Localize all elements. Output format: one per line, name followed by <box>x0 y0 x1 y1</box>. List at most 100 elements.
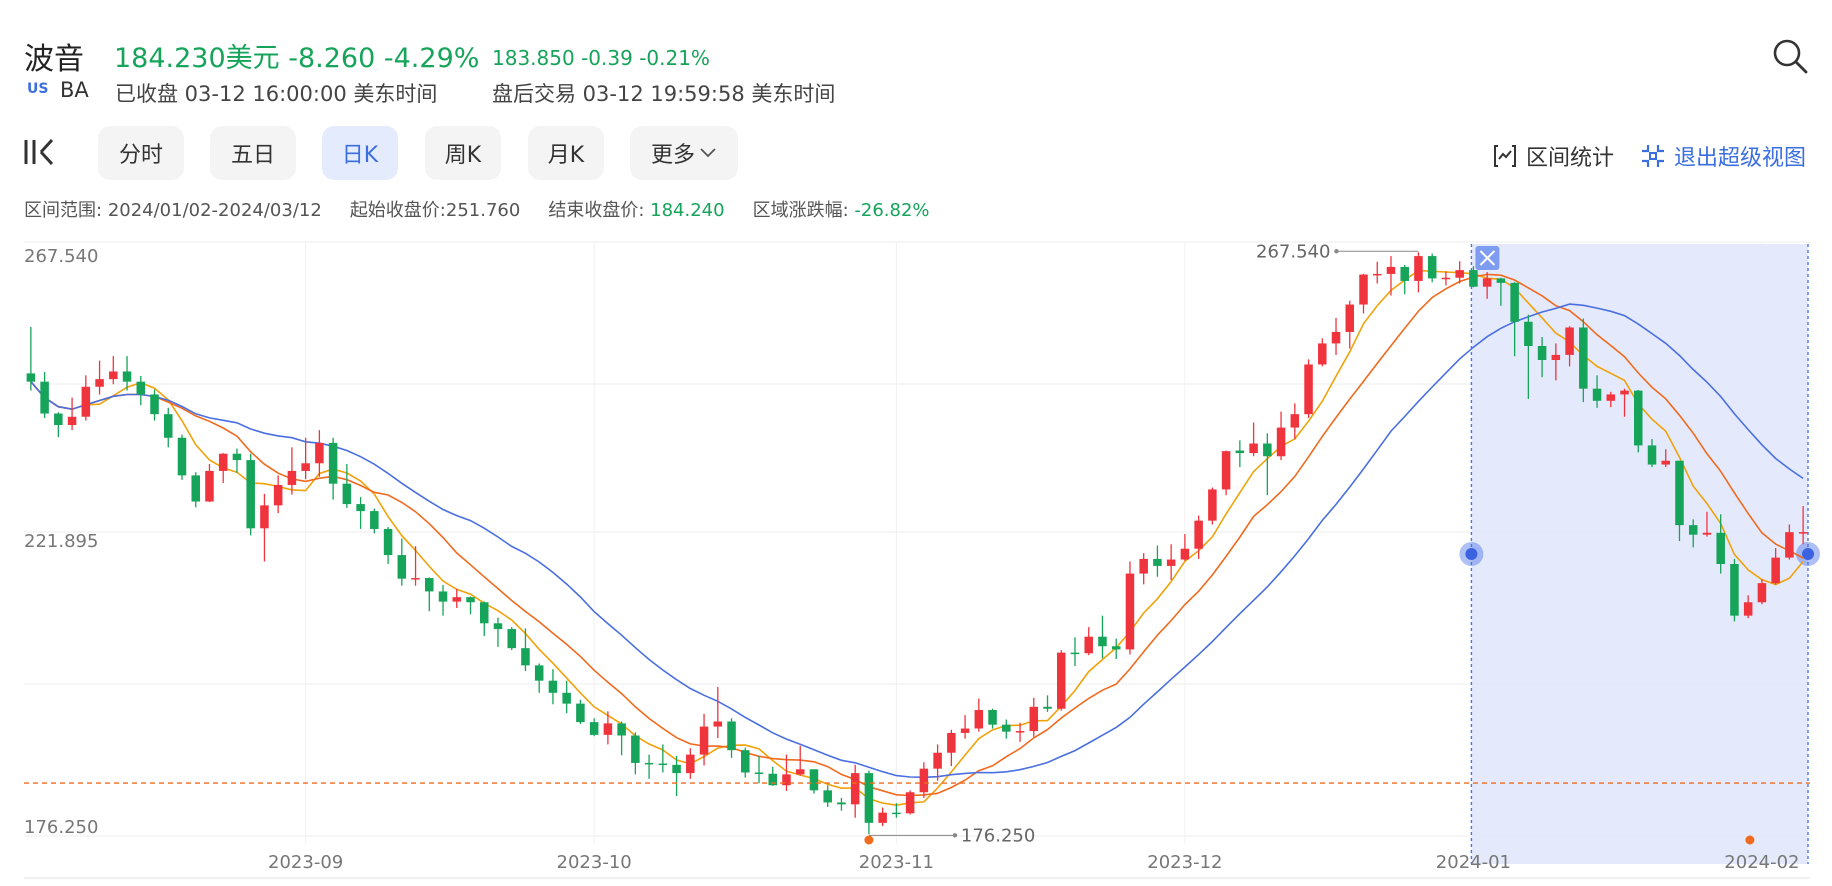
candle-body <box>1043 706 1052 709</box>
candle-body <box>1537 345 1547 360</box>
candle-body <box>1551 354 1561 360</box>
candle <box>1125 561 1135 655</box>
kline-style-toggle[interactable] <box>22 134 58 170</box>
candle <box>795 745 805 776</box>
candle <box>301 437 310 480</box>
x-tick-label: 2024-01 <box>1436 852 1511 873</box>
tab-daily-k[interactable]: 日K <box>322 126 398 180</box>
tab-monthly-k[interactable]: 月K <box>528 126 604 180</box>
candle <box>315 430 324 477</box>
candle <box>273 475 283 514</box>
candle-body <box>1359 274 1368 305</box>
candle-body <box>686 754 695 774</box>
candle-body <box>328 442 338 484</box>
candle-body <box>933 752 942 769</box>
candle <box>1386 256 1396 296</box>
y-axis: 267.540 221.895 176.250 <box>24 246 98 838</box>
candle <box>892 803 901 818</box>
range-selection[interactable] <box>1459 244 1820 864</box>
x-tick-label: 2023-09 <box>268 852 343 873</box>
candle-body <box>782 774 791 786</box>
high-leader-dot <box>1334 249 1339 254</box>
candle <box>1688 519 1698 548</box>
candle <box>1551 343 1561 381</box>
candle <box>1249 422 1258 457</box>
range-info-bar: 区间范围: 2024/01/02-2024/03/12 起始收盘价:251.76… <box>24 196 930 222</box>
candle <box>287 447 297 495</box>
candle <box>905 790 915 815</box>
candle <box>837 797 846 811</box>
selection-close-button[interactable] <box>1475 246 1500 270</box>
candle <box>1318 338 1327 367</box>
candle <box>1565 326 1574 367</box>
selection-handle-dot <box>1465 548 1478 560</box>
candle-body <box>795 769 805 775</box>
candle-body <box>232 453 242 461</box>
candle-body <box>617 723 626 736</box>
candle-body <box>1510 282 1519 322</box>
candle-body <box>425 578 434 592</box>
candle-body <box>974 710 984 729</box>
candle-body <box>1221 451 1231 490</box>
high-label: 267.540 <box>1256 241 1330 262</box>
candle <box>741 747 750 778</box>
moving-average-lines <box>30 269 1804 807</box>
candle-body <box>1070 652 1080 655</box>
candle <box>342 463 352 508</box>
ma20-line <box>30 303 1804 779</box>
candle-body <box>1331 331 1341 344</box>
candle-body <box>411 578 420 580</box>
tab-five-day[interactable]: 五日 <box>210 126 296 180</box>
candle-body <box>1647 445 1657 465</box>
tab-minute[interactable]: 分时 <box>98 126 184 180</box>
candle <box>603 711 613 745</box>
candle <box>1043 695 1052 712</box>
candle-body <box>1688 525 1698 535</box>
candle <box>1675 460 1684 542</box>
range-stats-button[interactable]: 区间统计 <box>1492 140 1614 172</box>
candle-body <box>534 665 544 681</box>
x-tick-label: 2023-10 <box>557 852 632 873</box>
candle-body <box>713 721 723 727</box>
end-close: 结束收盘价: 184.240 <box>548 200 725 221</box>
candle <box>54 412 63 438</box>
candle <box>1441 271 1451 286</box>
candle <box>850 764 860 818</box>
candle-body <box>163 414 173 438</box>
exit-super-view-button[interactable]: 退出超级视图 <box>1640 140 1806 172</box>
candle-body <box>205 470 214 502</box>
candle-body <box>1015 731 1025 733</box>
candle-body <box>988 710 997 725</box>
candle-body <box>136 381 146 395</box>
tab-weekly-k[interactable]: 周K <box>425 126 501 180</box>
candlestick-chart[interactable]: 267.540 221.895 176.250 2023-09 2023-10 20… <box>0 232 1832 886</box>
more-dropdown[interactable]: 更多 <box>630 126 738 180</box>
candle-body <box>864 773 874 823</box>
candle <box>1634 389 1643 453</box>
after-hours-change-pct: -0.21% <box>639 46 710 70</box>
candle-body <box>1565 327 1574 355</box>
candle <box>1070 637 1080 667</box>
candle-body <box>768 773 778 786</box>
y-tick-high: 267.540 <box>24 246 98 267</box>
candle <box>452 588 462 608</box>
ticker-symbol: BA <box>60 78 89 102</box>
candle <box>397 538 407 586</box>
candle <box>631 732 640 775</box>
candle <box>919 762 929 798</box>
candle-body <box>644 762 654 765</box>
candle-body <box>837 802 846 805</box>
candle <box>1524 314 1533 399</box>
candle-body <box>1675 460 1684 526</box>
candle-body <box>1235 450 1245 454</box>
candle-body <box>177 437 187 476</box>
candle-body <box>342 483 352 505</box>
candle-body <box>452 597 462 602</box>
x-tick-label: 2024-02 <box>1724 852 1799 873</box>
candle <box>658 744 668 773</box>
candle <box>644 754 654 779</box>
candle <box>1427 253 1437 283</box>
candle-body <box>1634 390 1643 446</box>
candle-body <box>1716 532 1725 565</box>
search-button[interactable] <box>1770 36 1810 76</box>
